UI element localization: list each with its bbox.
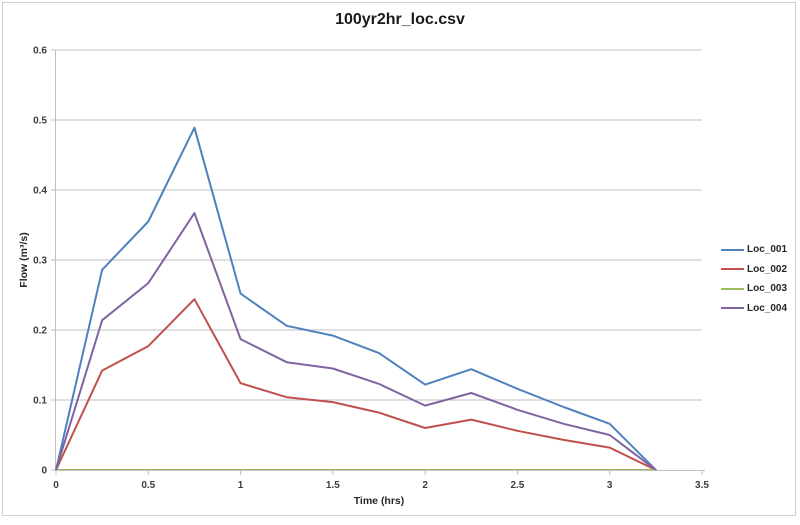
y-tick-label: 0.5 xyxy=(33,116,47,127)
legend-color-swatch xyxy=(721,287,744,290)
x-tick-label: 1.5 xyxy=(326,480,340,491)
series-line-loc_001 xyxy=(55,126,657,471)
legend-item-loc_001[interactable]: Loc_001 xyxy=(721,240,795,260)
legend-label: Loc_003 xyxy=(747,283,788,295)
series-line-loc_002 xyxy=(55,298,657,471)
chart-title: 100yr2hr_loc.csv xyxy=(335,11,465,28)
chart-legend[interactable]: Loc_001 Loc_002 Loc_003 Loc_004 xyxy=(721,240,795,318)
series-line-loc_004 xyxy=(55,212,657,471)
x-tick-label: 0 xyxy=(53,480,59,491)
x-tick-label: 0.5 xyxy=(141,480,155,491)
gridlines xyxy=(56,49,702,401)
legend-label: Loc_002 xyxy=(747,263,788,275)
legend-item-loc_002[interactable]: Loc_002 xyxy=(721,260,795,280)
chart-border xyxy=(2,2,796,516)
y-tick-label: 0.4 xyxy=(33,186,47,197)
y-axis-tick-labels: 0 0.1 0.2 0.3 0.4 0.5 0.6 xyxy=(33,46,47,477)
legend-color-swatch xyxy=(721,248,744,251)
y-axis-title: Flow (m³/s) xyxy=(18,232,30,288)
y-tick-label: 0 xyxy=(41,466,47,477)
axis-tick-marks xyxy=(51,49,703,475)
legend-label: Loc_001 xyxy=(747,244,788,256)
y-tick-label: 0.1 xyxy=(33,396,47,407)
x-axis-title: Time (hrs) xyxy=(353,495,405,507)
y-tick-label: 0.2 xyxy=(33,326,47,337)
y-tick-label: 0.3 xyxy=(33,256,47,267)
legend-item-loc_004[interactable]: Loc_004 xyxy=(721,299,795,319)
x-tick-label: 3 xyxy=(607,480,613,491)
x-tick-label: 2.5 xyxy=(510,480,524,491)
data-series-layer xyxy=(55,126,657,471)
x-axis-tick-labels: 0 0.5 1 1.5 2 2.5 3 3.5 xyxy=(53,480,709,491)
legend-color-swatch xyxy=(721,268,744,271)
legend-item-loc_003[interactable]: Loc_003 xyxy=(721,279,795,299)
legend-label: Loc_004 xyxy=(747,302,788,314)
x-tick-label: 1 xyxy=(238,480,244,491)
x-tick-label: 2 xyxy=(422,480,428,491)
legend-color-swatch xyxy=(721,307,744,310)
x-tick-label: 3.5 xyxy=(695,480,709,491)
y-tick-label: 0.6 xyxy=(33,46,47,57)
